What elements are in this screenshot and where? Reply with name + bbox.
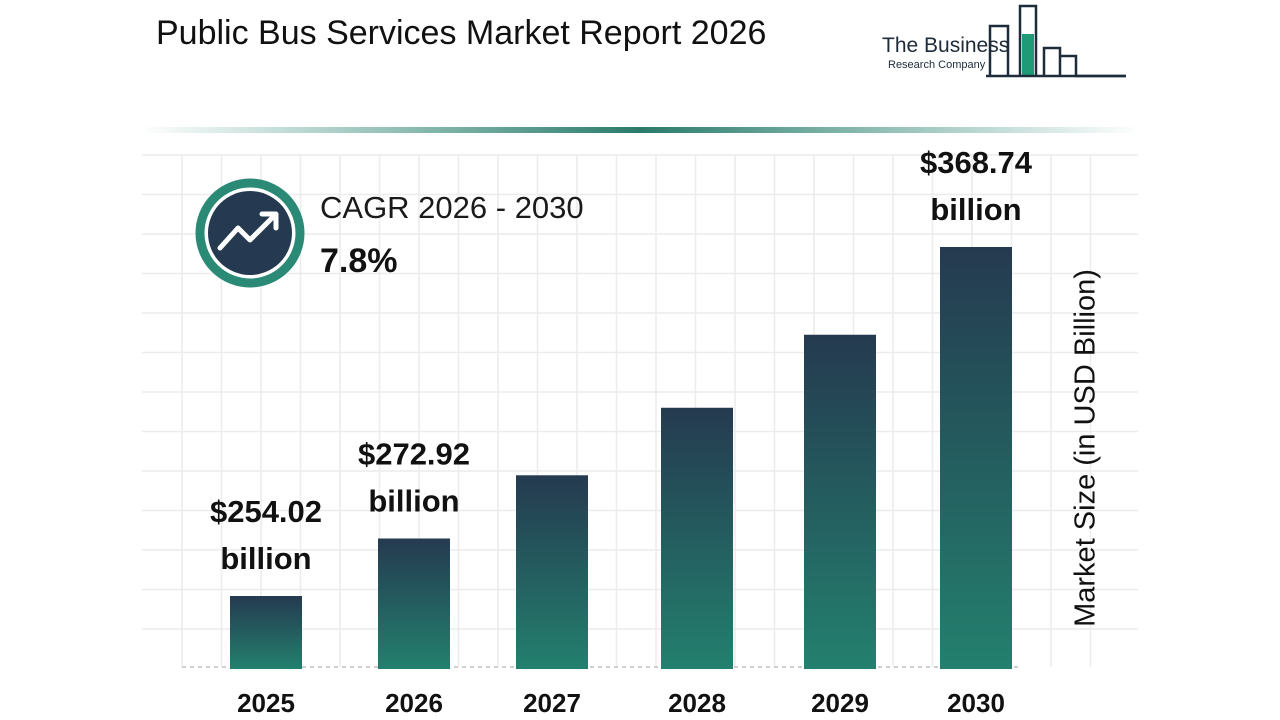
bar-2027 [516,475,588,669]
logo-text-secondary: Research Company [888,59,986,71]
data-label-2030: $368.74 billion [920,145,1033,227]
logo-buildings-icon [986,4,1126,78]
bar-series [230,247,1012,669]
cagr-label: CAGR 2026 - 2030 [320,190,584,225]
x-tick-2029: 2029 [811,688,869,718]
data-labels: $254.02 billion $272.92 billion $368.74 billi… [210,145,1033,576]
company-logo: The Business Research Company [880,4,1130,82]
cagr-value: 7.8% [320,242,398,280]
page-title: Public Bus Services Market Report 2026 [156,14,767,52]
x-tick-2025: 2025 [237,688,295,718]
y-axis-label: Market Size (in USD Billion) [1069,269,1102,627]
logo-text-primary: The Business [882,34,1010,57]
trend-up-icon [195,178,305,288]
x-tick-2026: 2026 [385,688,443,718]
data-label-2026: $272.92 billion [358,437,470,519]
x-tick-2030: 2030 [947,688,1005,718]
x-tick-labels: 2025 2026 2027 2028 2029 2030 [237,688,1005,718]
bar-2025 [230,596,302,669]
bar-2028 [661,407,733,669]
bar-2029 [804,334,876,669]
bar-2026 [378,538,450,669]
bar-2030 [940,247,1012,669]
data-label-2025: $254.02 billion [210,494,322,576]
x-tick-2027: 2027 [523,688,581,718]
x-tick-2028: 2028 [668,688,726,718]
header-divider [140,127,1140,133]
